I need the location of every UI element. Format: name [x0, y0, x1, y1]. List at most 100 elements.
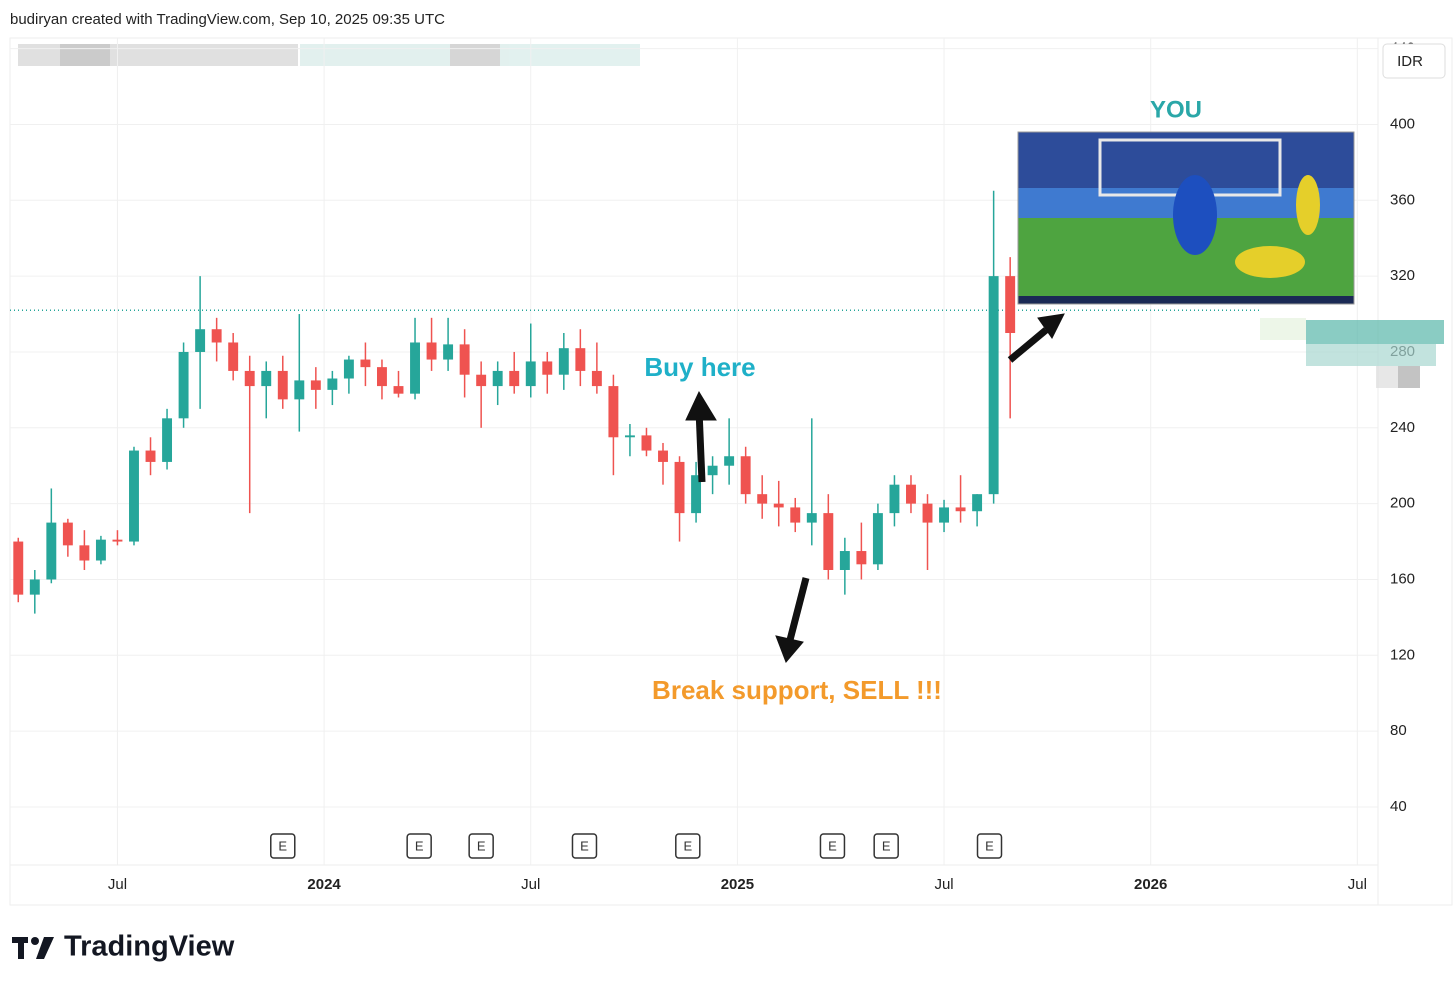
- candle-body: [955, 507, 966, 512]
- event-label: E: [828, 838, 837, 853]
- candle-body: [1005, 276, 1016, 334]
- y-tick-label: 120: [1390, 646, 1415, 663]
- candle-body: [624, 435, 635, 438]
- candle-body: [426, 342, 437, 360]
- candle-body: [939, 507, 950, 523]
- candle-body: [211, 329, 222, 343]
- candle-body: [674, 461, 685, 514]
- candle-body: [691, 475, 702, 514]
- currency: IDR: [1397, 53, 1423, 70]
- event-box: [819, 833, 846, 859]
- event-box: [270, 833, 296, 859]
- x-tick-label: 2026: [1134, 876, 1167, 893]
- candle-body: [476, 374, 487, 387]
- candle-body: [575, 348, 586, 371]
- candle-body: [310, 380, 321, 390]
- candle-body: [261, 370, 272, 387]
- candle-body: [162, 418, 173, 462]
- buy-annotation: Buy here: [644, 352, 755, 382]
- event-label: E: [415, 838, 424, 853]
- candle-body: [244, 370, 255, 387]
- x-tick-label: Jul: [521, 876, 540, 893]
- price-axis: [1377, 37, 1453, 906]
- candle-body: [872, 513, 883, 565]
- blurred-price-tag: [1260, 318, 1444, 388]
- candle-body: [13, 541, 24, 595]
- event-label: E: [580, 838, 589, 853]
- candle-body: [228, 342, 239, 371]
- candle-body: [509, 370, 520, 387]
- candle-body: [757, 494, 768, 504]
- candle-body: [972, 494, 983, 512]
- y-tick-label: 240: [1390, 419, 1415, 436]
- x-tick-label: Jul: [934, 876, 953, 893]
- candle-body: [410, 342, 420, 394]
- candle-body: [525, 361, 536, 387]
- candle-body: [773, 503, 784, 508]
- candle-body: [112, 539, 123, 542]
- sell-annotation: Break support, SELL !!!: [652, 675, 942, 705]
- event-label: E: [882, 838, 891, 853]
- candle-body: [79, 545, 90, 561]
- x-tick-label: 2025: [721, 876, 754, 893]
- candle-body: [922, 503, 933, 523]
- candle-body: [29, 579, 40, 595]
- candle-body: [740, 456, 751, 495]
- candle-body: [806, 513, 817, 523]
- candle-body: [327, 378, 338, 390]
- candle-body: [542, 361, 553, 375]
- candle-body: [823, 513, 834, 570]
- candle-body: [906, 484, 916, 504]
- candle-body: [988, 276, 999, 495]
- candle-body: [294, 380, 305, 400]
- footer: TradingView: [64, 931, 235, 963]
- candle-body: [393, 386, 404, 394]
- candle-body: [558, 348, 569, 375]
- candle-body: [46, 522, 57, 580]
- header: budiryan created with TradingView.com, S…: [10, 11, 445, 28]
- candle-body: [343, 359, 354, 379]
- event-box: [675, 833, 701, 859]
- candle-body: [459, 344, 470, 375]
- y-tick-label: 160: [1390, 570, 1415, 587]
- candle-body: [724, 456, 735, 466]
- event-label: E: [985, 838, 994, 853]
- event-label: E: [477, 838, 486, 853]
- candle-body: [178, 351, 189, 419]
- y-tick-label: 80: [1390, 722, 1407, 739]
- event-box: [406, 833, 432, 859]
- candle-body: [856, 551, 867, 565]
- candle-body: [641, 435, 652, 451]
- candle-body: [95, 539, 106, 561]
- arrows: [685, 313, 1065, 663]
- currency-box: [1382, 43, 1446, 79]
- inset-image: [1017, 131, 1355, 305]
- candle-body: [377, 367, 387, 387]
- candle-body: [277, 370, 288, 400]
- candle-body: [608, 386, 619, 438]
- candle-body: [839, 551, 850, 570]
- y-tick-label: 40: [1390, 798, 1407, 815]
- y-tick-label: 320: [1390, 267, 1415, 284]
- x-tick-label: Jul: [108, 876, 127, 893]
- candle-body: [889, 484, 900, 514]
- event-label: E: [278, 838, 287, 853]
- candle-body: [790, 507, 801, 523]
- x-tick-label: 2024: [307, 876, 341, 893]
- candle-body: [492, 370, 503, 387]
- logo: [12, 937, 54, 959]
- y-tick-label: 200: [1390, 495, 1415, 512]
- candle-body: [129, 450, 139, 542]
- event-box: [976, 833, 1003, 859]
- time-axis: [9, 864, 1379, 906]
- candle-body: [658, 450, 668, 462]
- candle-body: [360, 359, 371, 368]
- x-tick-label: Jul: [1348, 876, 1367, 893]
- candle-body: [707, 465, 718, 476]
- event-box: [468, 833, 494, 859]
- candle-body: [145, 450, 156, 462]
- event-box: [873, 833, 899, 859]
- candle-body: [443, 344, 454, 360]
